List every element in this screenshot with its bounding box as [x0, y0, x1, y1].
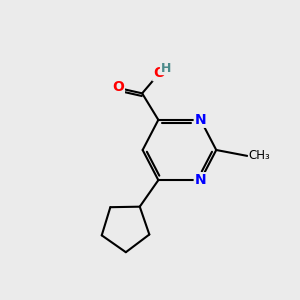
Text: O: O [153, 66, 165, 80]
Text: H: H [160, 61, 171, 74]
Text: O: O [112, 80, 124, 94]
Text: N: N [195, 173, 206, 187]
Text: N: N [195, 113, 206, 127]
Text: CH₃: CH₃ [249, 149, 270, 162]
